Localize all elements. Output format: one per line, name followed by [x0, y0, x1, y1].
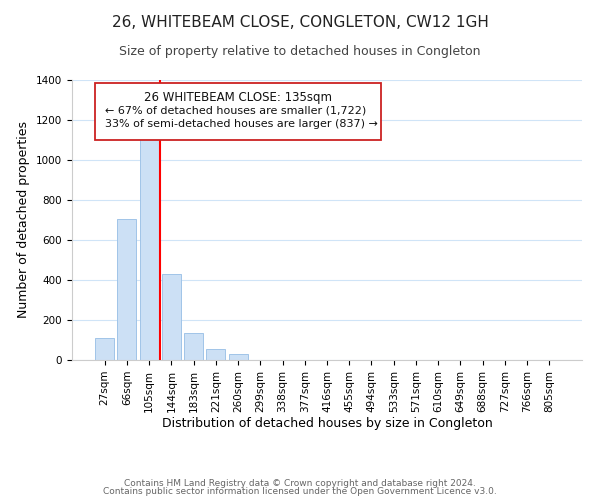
Text: Contains HM Land Registry data © Crown copyright and database right 2024.: Contains HM Land Registry data © Crown c… — [124, 478, 476, 488]
Bar — [184, 333, 203, 360]
Bar — [95, 338, 114, 360]
X-axis label: Distribution of detached houses by size in Congleton: Distribution of detached houses by size … — [161, 418, 493, 430]
Text: ← 67% of detached houses are smaller (1,722): ← 67% of detached houses are smaller (1,… — [105, 105, 367, 115]
Bar — [140, 136, 158, 360]
Text: 26, WHITEBEAM CLOSE, CONGLETON, CW12 1GH: 26, WHITEBEAM CLOSE, CONGLETON, CW12 1GH — [112, 15, 488, 30]
Text: 26 WHITEBEAM CLOSE: 135sqm: 26 WHITEBEAM CLOSE: 135sqm — [144, 91, 332, 104]
Bar — [118, 219, 136, 360]
Text: Size of property relative to detached houses in Congleton: Size of property relative to detached ho… — [119, 45, 481, 58]
FancyBboxPatch shape — [95, 83, 380, 140]
Bar — [162, 274, 181, 360]
Text: Contains public sector information licensed under the Open Government Licence v3: Contains public sector information licen… — [103, 487, 497, 496]
Y-axis label: Number of detached properties: Number of detached properties — [17, 122, 31, 318]
Text: 33% of semi-detached houses are larger (837) →: 33% of semi-detached houses are larger (… — [105, 119, 378, 129]
Bar — [229, 354, 248, 360]
Bar — [206, 348, 225, 360]
